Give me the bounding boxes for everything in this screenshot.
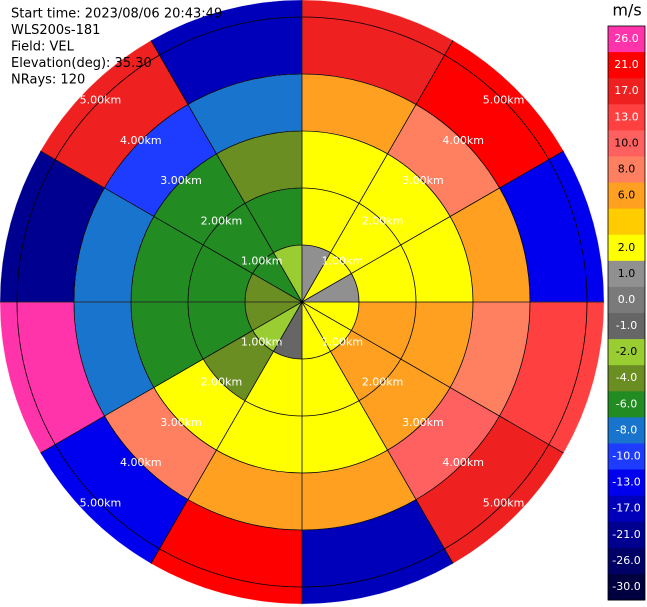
- colorbar-label: 8.0: [618, 163, 636, 176]
- colorbar-band: [608, 495, 645, 523]
- header-line: Field: VEL: [11, 40, 75, 55]
- colorbar-label: 0.0: [618, 293, 636, 306]
- colorbar-label: 1.0: [618, 267, 636, 280]
- colorbar-band: [608, 208, 645, 236]
- header-line: NRays: 120: [11, 73, 85, 88]
- azimuth-line: [40, 150, 303, 303]
- ring-label: 1.00km: [322, 335, 364, 348]
- ring-label: 2.00km: [201, 214, 243, 227]
- ring-label: 2.00km: [362, 376, 404, 389]
- header-line: Start time: 2023/08/06 20:43:49: [11, 7, 222, 22]
- range-ring: [73, 73, 531, 531]
- ring-label: 1.00km: [241, 255, 283, 268]
- colorbar-label: -30.0: [612, 580, 640, 593]
- colorbar-label: -6.0: [616, 397, 637, 410]
- azimuth-line: [150, 301, 303, 564]
- colorbar-label: -1.0: [616, 319, 637, 332]
- ring-label: 1.00km: [241, 335, 283, 348]
- ring-label: 3.00km: [402, 416, 444, 429]
- colorbar-label: -10.0: [612, 450, 640, 463]
- ring-label: 3.00km: [160, 174, 202, 187]
- colorbar-band: [608, 286, 645, 314]
- azimuth-line: [40, 301, 303, 454]
- colorbar-band: [608, 260, 645, 288]
- colorbar-label: -17.0: [612, 502, 640, 515]
- colorbar-label: -21.0: [612, 528, 640, 541]
- colorbar-band: [608, 313, 645, 340]
- colorbar-band: [608, 104, 645, 131]
- colorbar-label: 26.0: [614, 32, 639, 45]
- header-line: WLS200s-181: [11, 23, 100, 38]
- colorbar-band: [608, 26, 645, 53]
- ring-label: 4.00km: [120, 456, 162, 469]
- ring-label: 2.00km: [362, 214, 404, 227]
- colorbar-label: 10.0: [614, 136, 639, 149]
- overlay: 1.00km 1.00km 1.00km 1.00km 2.00km 2.00km 2.00…: [0, 0, 605, 605]
- colorbar-label: -2.0: [616, 345, 637, 358]
- range-ring: [16, 16, 588, 588]
- azimuth-line: [301, 301, 454, 564]
- colorbar-band: [608, 469, 645, 497]
- range-ring: [244, 244, 360, 360]
- colorbar-band: [608, 339, 645, 366]
- colorbar-band: [608, 182, 645, 210]
- colorbar-label: 6.0: [618, 189, 636, 202]
- colorbar-label: -4.0: [616, 371, 637, 384]
- azimuth-line: [301, 40, 454, 303]
- colorbar-band: [608, 391, 645, 418]
- colorbar-band: [608, 234, 645, 262]
- colorbar-band: [608, 417, 645, 444]
- header-line: Elevation(deg): 35.30: [11, 56, 152, 71]
- ring-label: 3.00km: [402, 174, 444, 187]
- azimuth-line: [301, 301, 564, 454]
- colorbar-label: -13.0: [612, 476, 640, 489]
- colorbar-band: [608, 130, 645, 157]
- colorbar-label: -26.0: [612, 554, 640, 567]
- ring-label: 2.00km: [201, 376, 243, 389]
- colorbar-label: -8.0: [616, 423, 637, 436]
- azimuth-line: [301, 150, 564, 303]
- ring-label: 1.00km: [322, 255, 364, 268]
- colorbar-band: [608, 78, 645, 105]
- colorbar-label: 2.0: [618, 241, 636, 254]
- azimuth-line: [150, 40, 303, 303]
- colorbar-label: 13.0: [614, 110, 639, 123]
- colorbar-band: [608, 573, 645, 601]
- colorbar-band: [608, 443, 645, 471]
- colorbar-frame: [607, 25, 646, 601]
- ring-label: 4.00km: [120, 134, 162, 147]
- ring-label: 4.00km: [442, 134, 484, 147]
- colorbar-band: [608, 52, 645, 79]
- colorbar-label: 17.0: [614, 84, 639, 97]
- ring-label: 5.00km: [80, 93, 122, 106]
- colorbar-band: [608, 156, 645, 184]
- colorbar-band: [608, 547, 645, 575]
- ring-label: 5.00km: [483, 497, 525, 510]
- colorbar-band: [608, 521, 645, 549]
- ppi-field: [0, 0, 605, 605]
- ring-label: 3.00km: [160, 416, 202, 429]
- ring-label: 5.00km: [483, 93, 525, 106]
- colorbar-label: 21.0: [614, 58, 639, 71]
- range-ring: [130, 130, 474, 474]
- range-ring: [187, 187, 417, 417]
- colorbar-band: [608, 365, 645, 392]
- colorbar-unit: m/s: [612, 1, 641, 20]
- ring-label: 4.00km: [442, 456, 484, 469]
- ring-label: 5.00km: [80, 497, 122, 510]
